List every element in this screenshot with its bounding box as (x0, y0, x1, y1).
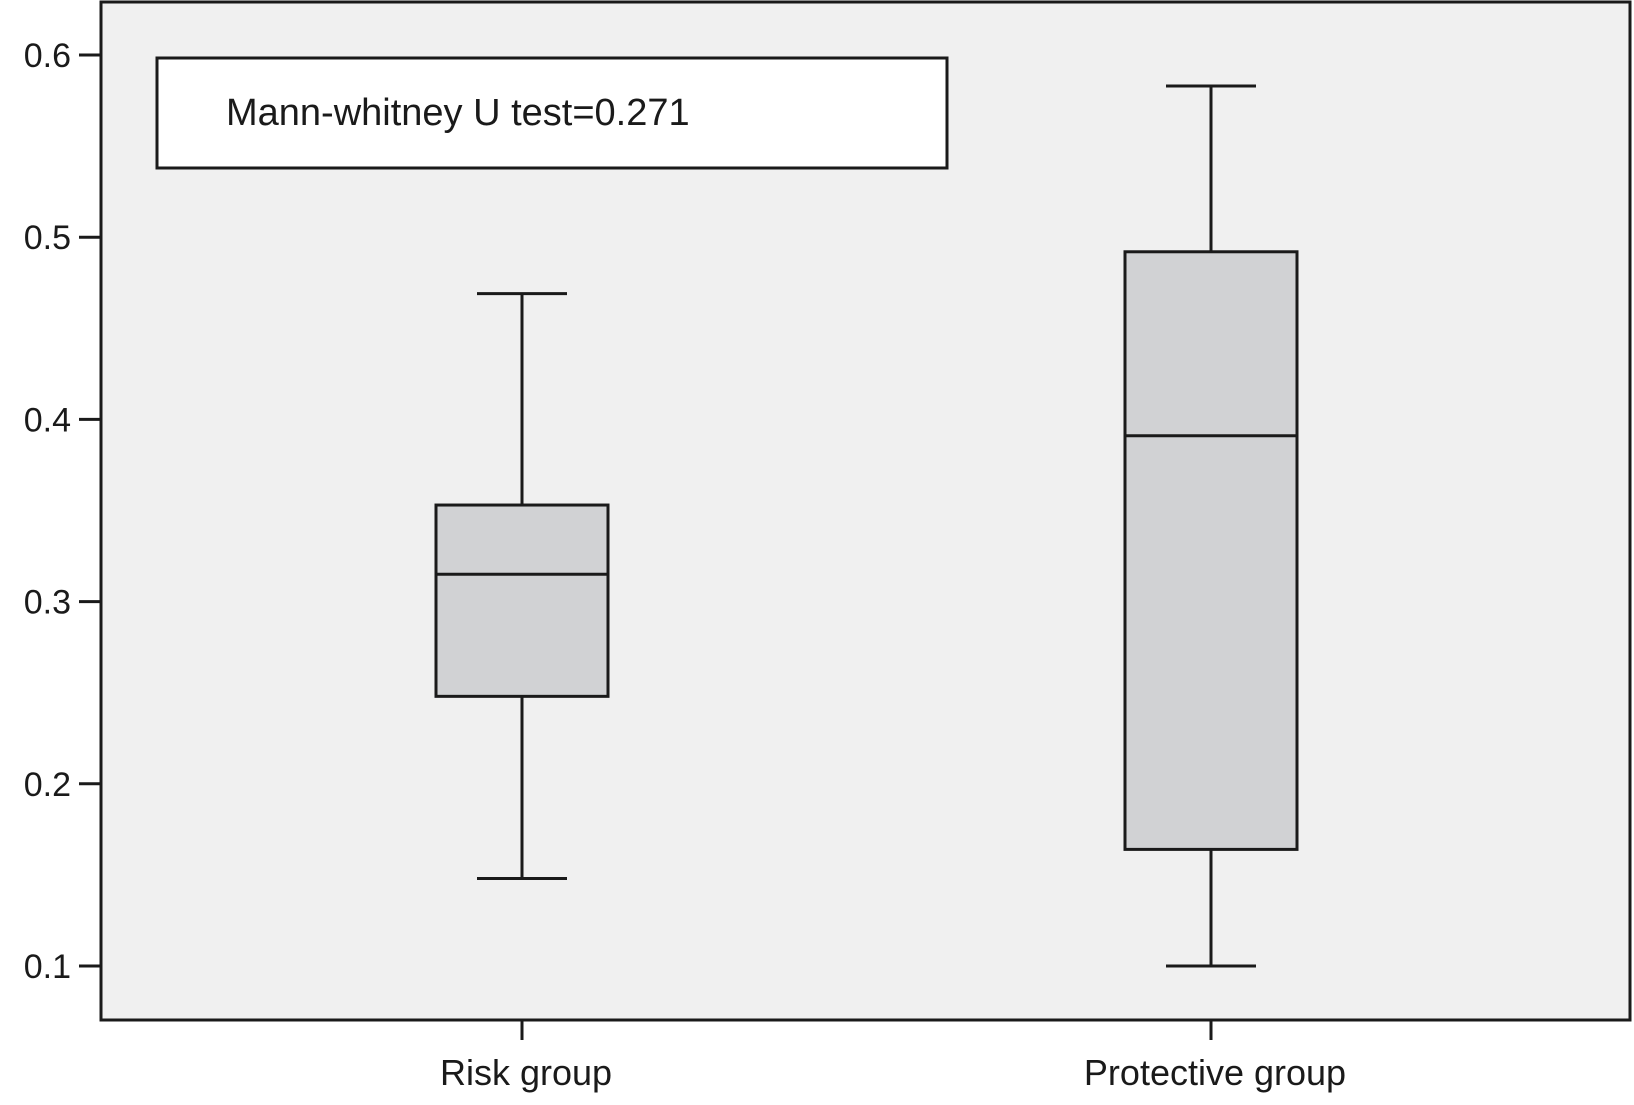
y-axis: 0.1 0.2 0.3 0.4 0.5 0.6 (24, 37, 101, 986)
boxes-layer (434, 84, 1299, 968)
iqr-box (434, 503, 610, 698)
x-category-label: Protective group (1084, 1052, 1346, 1093)
annotation-frame (155, 56, 949, 170)
y-tick-label: 0.1 (24, 948, 71, 986)
y-tick-label: 0.4 (24, 401, 71, 439)
plot-area (99, 0, 1632, 1022)
x-category-label: Risk group (440, 1052, 612, 1093)
box-risk-group (434, 292, 610, 881)
annotation-text: Mann-whitney U test=0.271 (226, 92, 690, 134)
x-axis: Risk group Protective group (440, 1020, 1346, 1093)
y-tick-label: 0.3 (24, 584, 71, 622)
y-tick-label: 0.5 (24, 219, 71, 257)
box-protective-group (1123, 84, 1299, 968)
annotation-box: Mann-whitney U test=0.271 (155, 56, 949, 170)
iqr-box (1123, 250, 1299, 851)
y-tick-label: 0.2 (24, 766, 71, 804)
y-tick-label: 0.6 (24, 37, 71, 75)
